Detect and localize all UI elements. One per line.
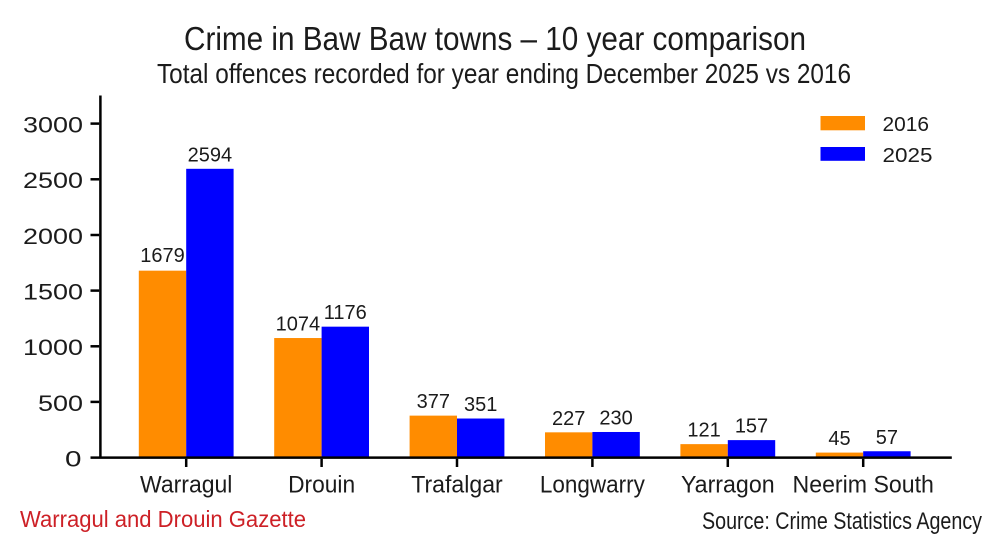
- svg-text:Drouin: Drouin: [288, 471, 355, 498]
- svg-text:Neerim South: Neerim South: [793, 471, 934, 498]
- svg-text:Longwarry: Longwarry: [540, 471, 645, 498]
- svg-text:0: 0: [65, 447, 82, 472]
- svg-text:1500: 1500: [23, 280, 83, 305]
- svg-text:Warragul: Warragul: [140, 471, 232, 498]
- svg-text:2000: 2000: [23, 224, 83, 249]
- svg-text:2025: 2025: [883, 145, 933, 167]
- svg-text:377: 377: [417, 391, 450, 413]
- svg-text:57: 57: [876, 427, 898, 449]
- svg-text:1000: 1000: [23, 335, 83, 360]
- svg-text:230: 230: [599, 408, 632, 430]
- svg-text:45: 45: [828, 428, 850, 450]
- svg-text:351: 351: [464, 394, 497, 416]
- svg-text:Trafalgar: Trafalgar: [411, 471, 503, 498]
- svg-text:121: 121: [687, 420, 720, 442]
- svg-text:2594: 2594: [188, 144, 233, 166]
- svg-text:Source: Crime Statistics Agenc: Source: Crime Statistics Agency: [702, 508, 982, 535]
- svg-text:1176: 1176: [324, 302, 367, 324]
- svg-text:Warragul and Drouin Gazette: Warragul and Drouin Gazette: [20, 506, 306, 532]
- svg-text:Total offences recorded for ye: Total offences recorded for year ending …: [157, 58, 851, 89]
- svg-text:2500: 2500: [23, 168, 83, 193]
- svg-text:157: 157: [735, 416, 768, 438]
- svg-text:Crime in Baw Baw towns – 10 ye: Crime in Baw Baw towns – 10 year compari…: [184, 20, 806, 57]
- svg-text:3000: 3000: [23, 113, 83, 138]
- svg-text:1679: 1679: [140, 245, 185, 267]
- svg-text:Yarragon: Yarragon: [681, 471, 775, 498]
- svg-text:227: 227: [552, 408, 585, 430]
- svg-text:500: 500: [38, 391, 83, 416]
- svg-text:2016: 2016: [883, 114, 930, 136]
- svg-text:1074: 1074: [276, 314, 321, 336]
